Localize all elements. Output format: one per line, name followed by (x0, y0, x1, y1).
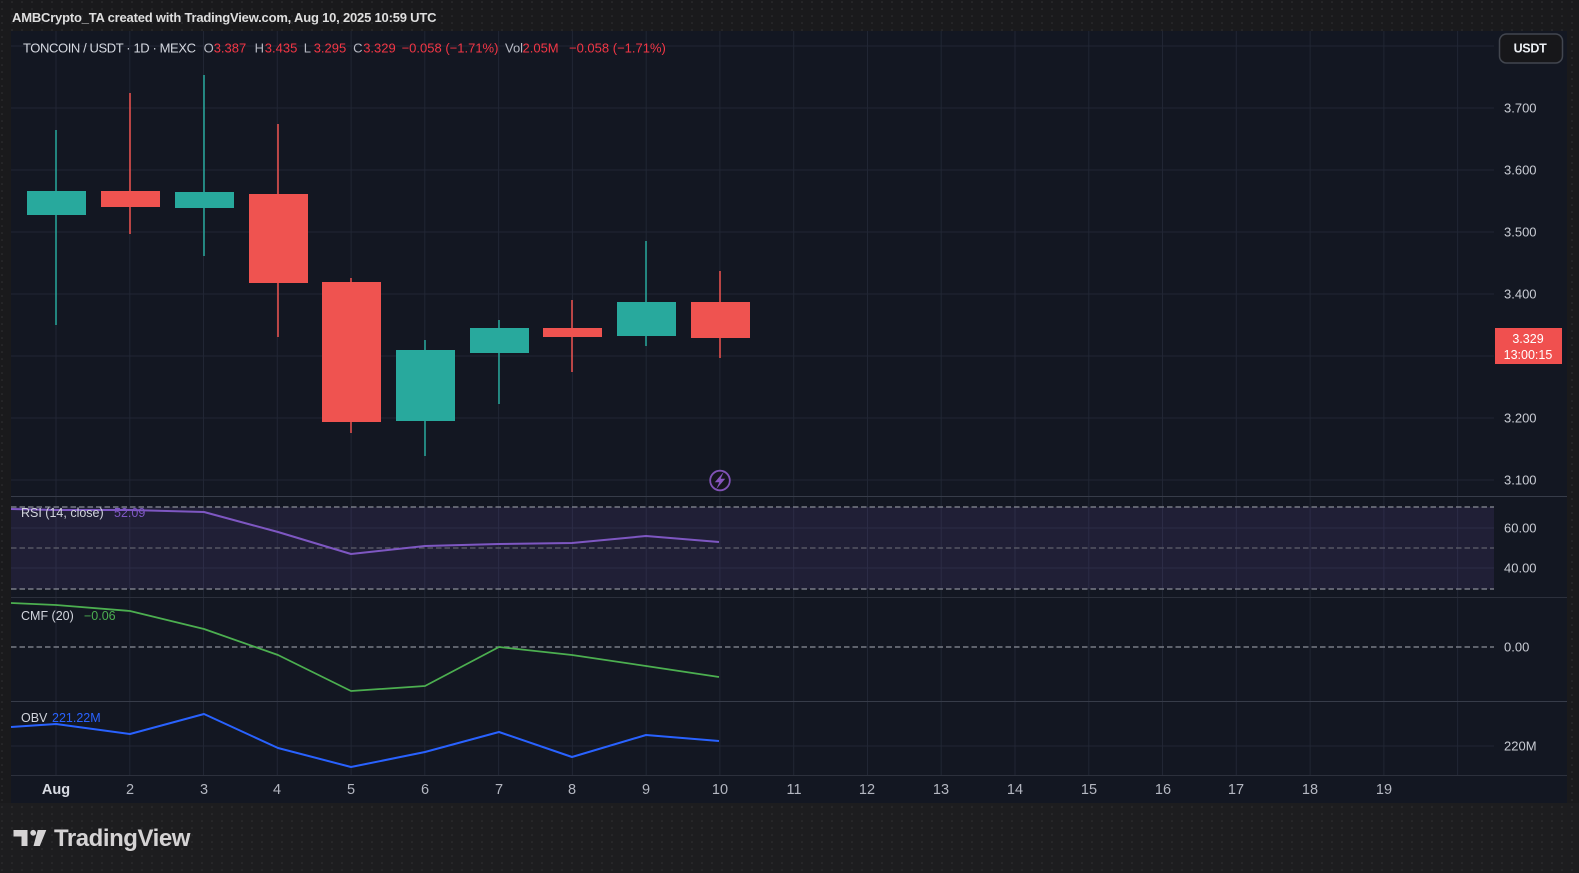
svg-text:13: 13 (933, 782, 949, 798)
svg-text:−0.058 (−1.71%): −0.058 (−1.71%) (402, 41, 499, 56)
svg-text:10: 10 (712, 782, 728, 798)
svg-text:3.400: 3.400 (1504, 287, 1537, 302)
svg-text:220M: 220M (1504, 739, 1537, 754)
svg-text:TradingView: TradingView (54, 825, 191, 852)
svg-text:11: 11 (786, 782, 801, 798)
svg-text:15: 15 (1081, 782, 1097, 798)
svg-text:221.22M: 221.22M (52, 711, 101, 725)
svg-text:8: 8 (568, 782, 576, 798)
svg-text:12: 12 (859, 782, 875, 798)
svg-text:3.200: 3.200 (1504, 411, 1537, 426)
svg-text:5: 5 (347, 782, 355, 798)
svg-text:19: 19 (1376, 782, 1392, 798)
svg-text:3.100: 3.100 (1504, 473, 1537, 488)
svg-text:3.500: 3.500 (1504, 225, 1537, 240)
svg-text:USDT: USDT (1514, 42, 1547, 56)
svg-text:3.387: 3.387 (214, 41, 247, 56)
svg-text:3.700: 3.700 (1504, 101, 1537, 116)
svg-text:4: 4 (273, 782, 281, 798)
svg-text:6: 6 (421, 782, 429, 798)
svg-text:2: 2 (126, 782, 134, 798)
svg-text:13:00:15: 13:00:15 (1504, 348, 1553, 362)
svg-text:OBV: OBV (21, 711, 48, 725)
svg-text:3: 3 (200, 782, 208, 798)
svg-text:C: C (353, 41, 362, 56)
svg-text:16: 16 (1155, 782, 1171, 798)
svg-text:Aug: Aug (42, 782, 70, 798)
svg-text:RSI (14, close): RSI (14, close) (21, 506, 104, 520)
svg-text:3.329: 3.329 (1512, 332, 1543, 346)
svg-text:TONCOIN / USDT · 1D · MEXC: TONCOIN / USDT · 1D · MEXC (23, 41, 196, 56)
svg-text:40.00: 40.00 (1504, 561, 1537, 576)
svg-text:17: 17 (1228, 782, 1244, 798)
svg-text:9: 9 (642, 782, 650, 798)
svg-text:18: 18 (1302, 782, 1318, 798)
svg-text:3.600: 3.600 (1504, 163, 1537, 178)
svg-text:Vol: Vol (505, 41, 523, 56)
svg-text:0.00: 0.00 (1504, 640, 1529, 655)
svg-text:3.435: 3.435 (265, 41, 298, 56)
svg-text:60.00: 60.00 (1504, 521, 1537, 536)
svg-text:AMBCrypto_TA created with Trad: AMBCrypto_TA created with TradingView.co… (12, 10, 437, 25)
svg-text:3.329: 3.329 (363, 41, 396, 56)
svg-text:2.05M: 2.05M (523, 41, 559, 56)
svg-text:7: 7 (495, 782, 503, 798)
svg-text:L: L (304, 41, 311, 56)
svg-text:52.09: 52.09 (114, 506, 145, 520)
svg-text:14: 14 (1007, 782, 1023, 798)
svg-text:3.295: 3.295 (314, 41, 347, 56)
svg-text:O: O (204, 41, 214, 56)
svg-text:−0.06: −0.06 (84, 609, 116, 623)
svg-text:−0.058 (−1.71%): −0.058 (−1.71%) (569, 41, 666, 56)
svg-text:CMF (20): CMF (20) (21, 609, 74, 623)
svg-text:H: H (255, 41, 264, 56)
